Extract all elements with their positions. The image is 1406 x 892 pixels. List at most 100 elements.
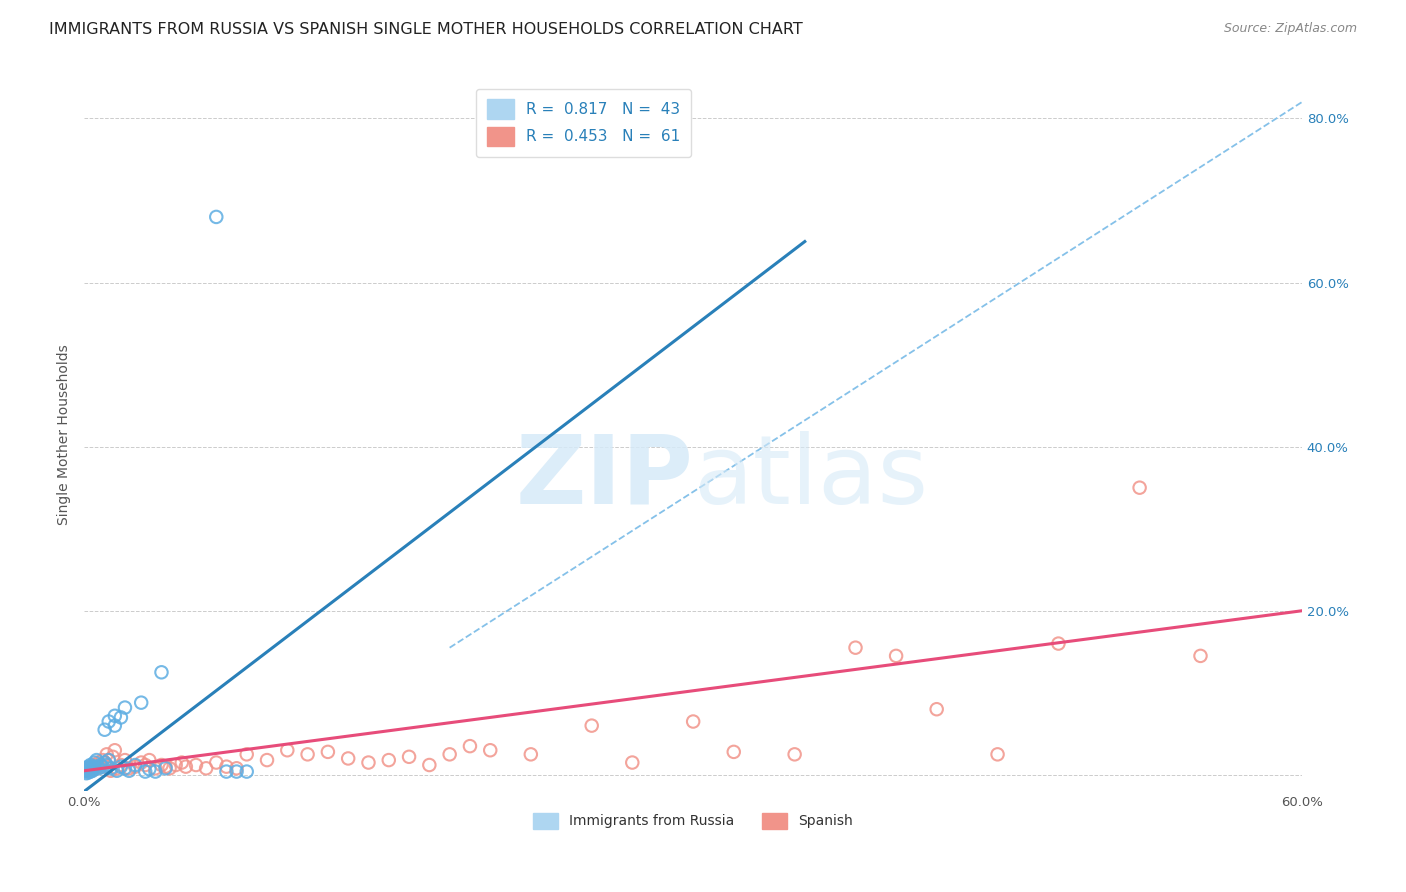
- Point: [418, 758, 440, 772]
- Point: [215, 764, 238, 779]
- Point: [1129, 481, 1152, 495]
- Text: IMMIGRANTS FROM RUSSIA VS SPANISH SINGLE MOTHER HOUSEHOLDS CORRELATION CHART: IMMIGRANTS FROM RUSSIA VS SPANISH SINGLE…: [49, 22, 803, 37]
- Point: [195, 761, 218, 775]
- Point: [378, 753, 401, 767]
- Point: [110, 710, 132, 724]
- Point: [104, 708, 127, 723]
- Point: [93, 756, 115, 770]
- Point: [159, 761, 181, 775]
- Point: [439, 747, 461, 762]
- Point: [925, 702, 948, 716]
- Point: [100, 761, 122, 775]
- Point: [581, 718, 603, 732]
- Point: [75, 764, 97, 778]
- Text: Source: ZipAtlas.com: Source: ZipAtlas.com: [1223, 22, 1357, 36]
- Point: [215, 759, 238, 773]
- Point: [987, 747, 1010, 762]
- Point: [134, 764, 156, 779]
- Point: [114, 700, 136, 714]
- Point: [235, 764, 257, 779]
- Point: [520, 747, 543, 762]
- Text: atlas: atlas: [693, 431, 928, 524]
- Point: [75, 764, 97, 778]
- Point: [83, 758, 105, 772]
- Point: [682, 714, 704, 729]
- Point: [225, 761, 247, 775]
- Point: [104, 718, 127, 732]
- Point: [104, 743, 127, 757]
- Point: [621, 756, 644, 770]
- Point: [174, 759, 197, 773]
- Point: [155, 759, 177, 773]
- Point: [77, 759, 100, 773]
- Point: [96, 758, 118, 772]
- Point: [844, 640, 866, 655]
- Point: [225, 764, 247, 779]
- Point: [316, 745, 339, 759]
- Point: [105, 761, 128, 775]
- Point: [138, 753, 160, 767]
- Point: [87, 761, 110, 775]
- Point: [118, 761, 141, 775]
- Point: [205, 756, 228, 770]
- Point: [129, 696, 152, 710]
- Point: [129, 756, 152, 770]
- Point: [145, 764, 167, 779]
- Point: [82, 763, 104, 777]
- Point: [783, 747, 806, 762]
- Point: [110, 758, 132, 772]
- Point: [100, 764, 122, 778]
- Point: [134, 758, 156, 772]
- Point: [86, 753, 108, 767]
- Point: [82, 764, 104, 778]
- Point: [77, 763, 100, 777]
- Point: [276, 743, 298, 757]
- Y-axis label: Single Mother Households: Single Mother Households: [58, 344, 72, 524]
- Point: [79, 759, 101, 773]
- Point: [101, 749, 124, 764]
- Point: [110, 759, 132, 773]
- Point: [91, 753, 114, 767]
- Point: [93, 756, 115, 770]
- Point: [235, 747, 257, 762]
- Point: [150, 665, 173, 680]
- Point: [145, 761, 167, 775]
- Point: [97, 753, 120, 767]
- Point: [155, 761, 177, 775]
- Legend: Immigrants from Russia, Spanish: Immigrants from Russia, Spanish: [527, 807, 859, 834]
- Point: [205, 210, 228, 224]
- Point: [398, 749, 420, 764]
- Point: [83, 756, 105, 770]
- Point: [256, 753, 278, 767]
- Point: [124, 758, 146, 772]
- Text: ZIP: ZIP: [515, 431, 693, 524]
- Point: [118, 764, 141, 778]
- Point: [86, 761, 108, 775]
- Point: [138, 762, 160, 776]
- Point: [90, 758, 112, 772]
- Point: [77, 761, 100, 775]
- Point: [114, 761, 136, 775]
- Point: [82, 759, 104, 773]
- Point: [458, 739, 481, 753]
- Point: [96, 747, 118, 762]
- Point: [97, 753, 120, 767]
- Point: [77, 765, 100, 780]
- Point: [83, 761, 105, 775]
- Point: [79, 758, 101, 772]
- Point: [79, 764, 101, 779]
- Point: [150, 758, 173, 772]
- Point: [479, 743, 502, 757]
- Point: [337, 751, 360, 765]
- Point: [297, 747, 319, 762]
- Point: [97, 714, 120, 729]
- Point: [124, 759, 146, 773]
- Point: [884, 648, 907, 663]
- Point: [114, 753, 136, 767]
- Point: [1189, 648, 1212, 663]
- Point: [165, 758, 187, 772]
- Point: [75, 766, 97, 780]
- Point: [87, 756, 110, 770]
- Point: [79, 761, 101, 775]
- Point: [1047, 636, 1070, 650]
